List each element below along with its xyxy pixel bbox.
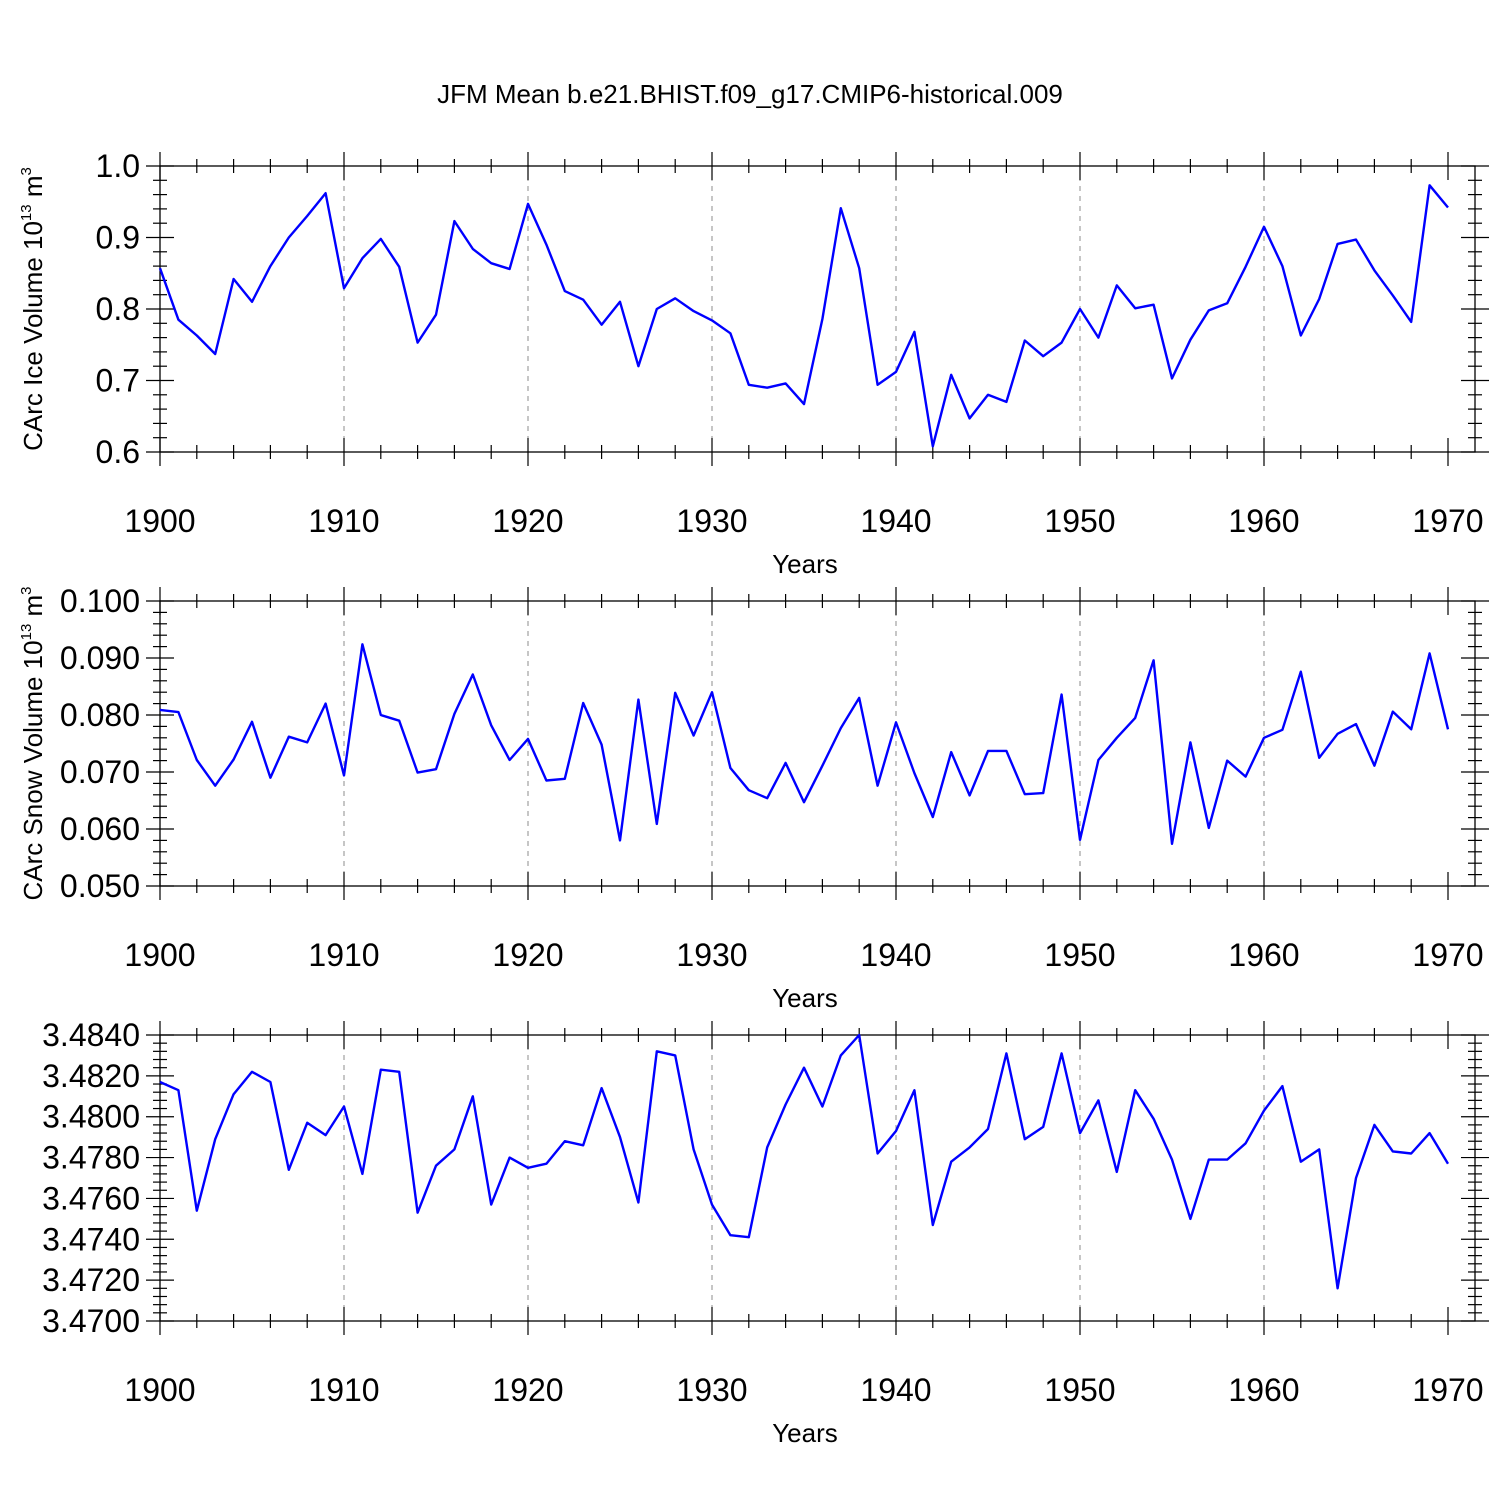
y-tick-label: 1.0 [96, 148, 140, 184]
x-axis-label: Years [772, 1418, 838, 1448]
y-axis-label: CArc Ice Volume 1013 m3 [18, 167, 48, 451]
panel-snow-volume: 0.050 0.060 0.070 0.080 0.090 0.100 1900 1910 19… [18, 583, 1489, 1013]
x-tick-label: 1960 [1228, 503, 1299, 539]
x-tick-label: 1920 [492, 1372, 563, 1408]
x-axis-label: Years [772, 549, 838, 579]
x-tick-label: 1950 [1044, 937, 1115, 973]
x-tick-label: 1920 [492, 503, 563, 539]
y-axis-label-text: CArc Ice Volume 10 [18, 221, 48, 451]
series-line [159, 1033, 1450, 1290]
x-tick-label: 1930 [676, 1372, 747, 1408]
x-tick-label: 1930 [676, 937, 747, 973]
series-line [158, 184, 1449, 448]
y-tick-label: 3.4800 [42, 1099, 140, 1135]
y-tick-label: 3.4700 [42, 1303, 140, 1339]
y-tick-label: 3.4780 [42, 1140, 140, 1176]
y-tick-label: 3.4760 [42, 1180, 140, 1216]
y-tick-label: 0.080 [60, 697, 140, 733]
x-tick-label: 1900 [124, 1372, 195, 1408]
plot-frame [159, 600, 1476, 887]
y-tick-label: 3.4840 [42, 1017, 140, 1053]
y-tick-label: 0.060 [60, 811, 140, 847]
panel-third: 3.4700 3.4720 3.4740 3.4760 3.4780 3.4800 3.48… [42, 1017, 1489, 1448]
y-tick-label: 0.100 [60, 583, 140, 619]
y-axis-label-superscript: 3 [18, 167, 35, 175]
y-tick-label: 3.4720 [42, 1262, 140, 1298]
y-tick-label: 0.050 [60, 868, 140, 904]
x-tick-label: 1970 [1412, 503, 1483, 539]
y-tick-label: 3.4740 [42, 1221, 140, 1257]
x-tick-label: 1910 [308, 937, 379, 973]
chart-title: JFM Mean b.e21.BHIST.f09_g17.CMIP6-histo… [437, 79, 1063, 109]
x-tick-label: 1970 [1412, 1372, 1483, 1408]
plot-frame [159, 1034, 1476, 1322]
plot-frame [159, 165, 1476, 453]
y-axis-label-superscript: 13 [18, 204, 35, 221]
series-line [159, 643, 1450, 845]
x-tick-label: 1910 [308, 503, 379, 539]
y-axis-label-superscript: 13 [18, 624, 35, 641]
y-axis-label-superscript: 3 [18, 586, 35, 594]
y-tick-label: 3.4820 [42, 1058, 140, 1094]
y-axis-label-text: m [18, 595, 48, 624]
y-axis-label-text: m [18, 175, 48, 204]
x-axis-label: Years [772, 983, 838, 1013]
x-tick-label: 1940 [860, 503, 931, 539]
y-tick-label: 0.7 [96, 363, 140, 399]
x-tick-label: 1900 [124, 503, 195, 539]
x-tick-label: 1950 [1044, 503, 1115, 539]
y-axis-label: CArc Snow Volume 1013 m3 [18, 586, 48, 900]
y-tick-label: 0.6 [96, 434, 140, 470]
x-tick-label: 1960 [1228, 1372, 1299, 1408]
x-tick-label: 1960 [1228, 937, 1299, 973]
x-tick-label: 1910 [308, 1372, 379, 1408]
x-tick-label: 1970 [1412, 937, 1483, 973]
x-tick-label: 1940 [860, 1372, 931, 1408]
y-tick-label: 0.9 [96, 220, 140, 256]
x-tick-label: 1900 [124, 937, 195, 973]
y-axis-label-text: CArc Snow Volume 10 [18, 640, 48, 900]
x-tick-label: 1920 [492, 937, 563, 973]
y-tick-label: 0.8 [96, 291, 140, 327]
y-tick-label: 0.070 [60, 754, 140, 790]
x-tick-label: 1950 [1044, 1372, 1115, 1408]
y-tick-label: 0.090 [60, 640, 140, 676]
panel-ice-volume: 0.6 0.7 0.8 0.9 1.0 1900 1910 1920 1930 1940 1950 1… [18, 148, 1489, 579]
x-tick-label: 1930 [676, 503, 747, 539]
x-tick-label: 1940 [860, 937, 931, 973]
